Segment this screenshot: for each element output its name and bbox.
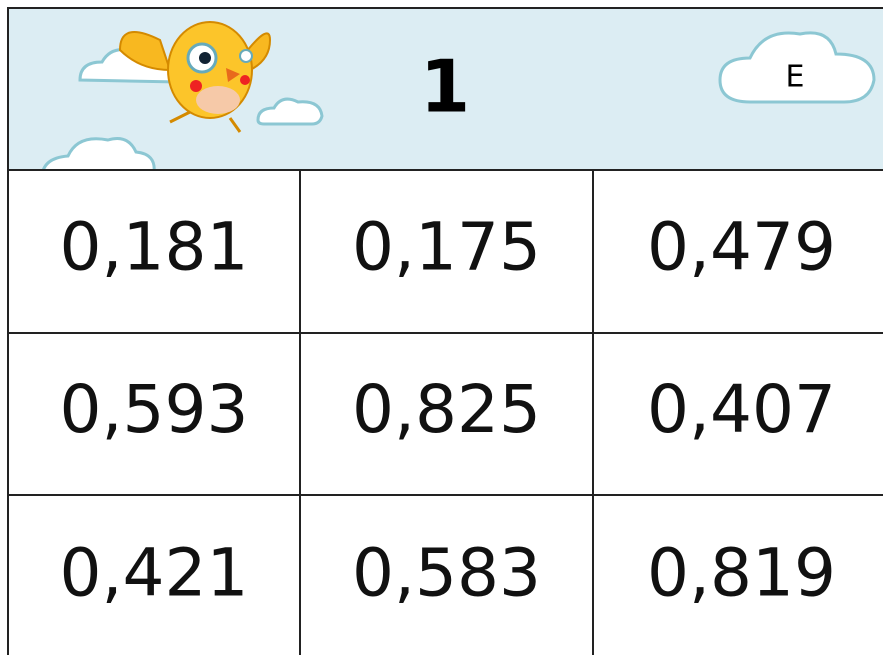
cell-value: 0,407 <box>647 371 836 448</box>
card-letter: E <box>786 60 805 95</box>
cell-value: 0,825 <box>352 371 541 448</box>
cell-value: 0,181 <box>60 209 249 286</box>
cell-value: 0,479 <box>647 209 836 286</box>
card: 1 E 0,181 0,175 0,479 0,593 0,825 0,407 0,421 0… <box>0 0 883 655</box>
cell-value: 0,583 <box>352 535 541 612</box>
cell-value: 0,175 <box>352 209 541 286</box>
cell-value: 0,593 <box>60 371 249 448</box>
card-number: 1 <box>420 45 470 129</box>
cell-value: 0,421 <box>60 535 249 612</box>
cell-value: 0,819 <box>647 535 836 612</box>
